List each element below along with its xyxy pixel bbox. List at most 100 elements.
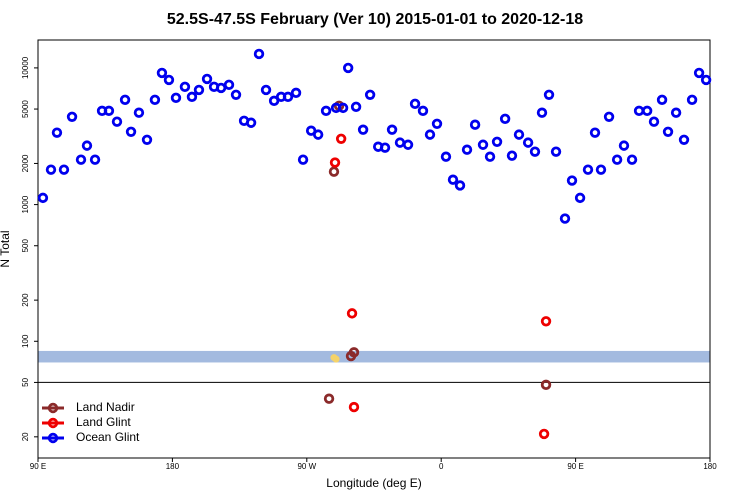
point	[506, 150, 518, 161]
point	[323, 393, 335, 404]
point	[51, 127, 63, 138]
point	[348, 347, 360, 358]
point	[89, 154, 101, 165]
point	[133, 107, 145, 118]
point	[230, 89, 242, 100]
point	[469, 119, 481, 130]
point	[66, 111, 78, 122]
x-tick-label: 90 E	[567, 462, 583, 471]
y-tick-label: 2000	[21, 154, 30, 172]
y-tick-label: 10000	[21, 56, 30, 79]
y-tick-label: 1000	[21, 195, 30, 213]
point	[678, 134, 690, 145]
point	[253, 48, 265, 60]
band	[38, 350, 710, 363]
point	[215, 82, 227, 94]
point	[332, 355, 340, 363]
point	[693, 67, 705, 79]
point	[103, 105, 115, 117]
y-tick-label: 5000	[21, 100, 30, 118]
x-tick-label: 180	[703, 462, 717, 471]
point	[260, 84, 272, 96]
chart-title: 52.5S-47.5S February (Ver 10) 2015-01-01…	[167, 11, 583, 28]
point	[409, 98, 421, 110]
plot-frame	[37, 39, 711, 459]
point	[574, 192, 586, 204]
legend-marker	[47, 432, 59, 444]
point	[394, 137, 406, 148]
point	[193, 84, 205, 96]
point	[529, 146, 541, 157]
legend-marker	[47, 417, 59, 429]
point	[440, 151, 452, 162]
legend-label: Land Nadir	[76, 400, 135, 414]
point	[477, 139, 489, 150]
point	[499, 113, 511, 125]
point	[611, 154, 623, 165]
x-tick-label: 0	[439, 462, 444, 471]
x-axis-label: Longitude (deg E)	[326, 476, 421, 490]
point	[186, 91, 198, 103]
point	[626, 154, 638, 165]
point	[58, 164, 70, 175]
point	[641, 105, 653, 117]
point	[686, 94, 698, 106]
legend-label: Land Glint	[76, 415, 131, 429]
point	[163, 74, 175, 86]
point	[156, 67, 168, 79]
legend-label: Ocean Glint	[76, 430, 140, 444]
point	[335, 133, 347, 144]
point	[75, 154, 87, 165]
point	[461, 144, 473, 155]
point	[700, 74, 712, 86]
point	[364, 89, 376, 100]
point	[379, 142, 391, 153]
y-tick-label: 200	[21, 293, 30, 307]
point	[513, 129, 525, 140]
point	[424, 129, 436, 140]
point	[431, 118, 443, 129]
point	[119, 94, 131, 106]
point	[342, 62, 354, 74]
y-axis-label: N Total	[0, 230, 12, 267]
point	[559, 213, 571, 224]
point	[357, 124, 369, 135]
point	[223, 79, 235, 91]
point	[603, 111, 615, 122]
point	[633, 105, 645, 117]
point	[348, 401, 360, 413]
x-tick-label: 90 W	[297, 462, 316, 471]
point	[312, 129, 324, 140]
point	[386, 124, 398, 135]
point	[350, 101, 362, 113]
point	[566, 175, 578, 186]
point	[536, 107, 548, 118]
point	[447, 174, 459, 185]
point	[402, 139, 414, 150]
point	[37, 192, 49, 204]
y-tick-label: 500	[21, 239, 30, 253]
point	[297, 154, 309, 165]
point	[538, 428, 550, 440]
point	[45, 164, 57, 175]
y-tick-label: 100	[21, 334, 30, 348]
point	[656, 94, 668, 106]
point	[454, 180, 466, 191]
point	[491, 136, 503, 147]
point	[320, 105, 332, 117]
y-tick-label: 50	[21, 377, 30, 386]
point	[337, 102, 349, 114]
point	[589, 127, 601, 138]
point	[543, 89, 555, 100]
point	[540, 379, 552, 391]
point	[346, 308, 358, 319]
point	[245, 117, 257, 128]
x-tick-label: 90 E	[30, 462, 46, 471]
point	[329, 157, 341, 168]
x-tick-label: 180	[166, 462, 180, 471]
point	[582, 164, 594, 175]
point	[81, 140, 93, 151]
point	[550, 146, 562, 157]
point	[662, 126, 674, 137]
